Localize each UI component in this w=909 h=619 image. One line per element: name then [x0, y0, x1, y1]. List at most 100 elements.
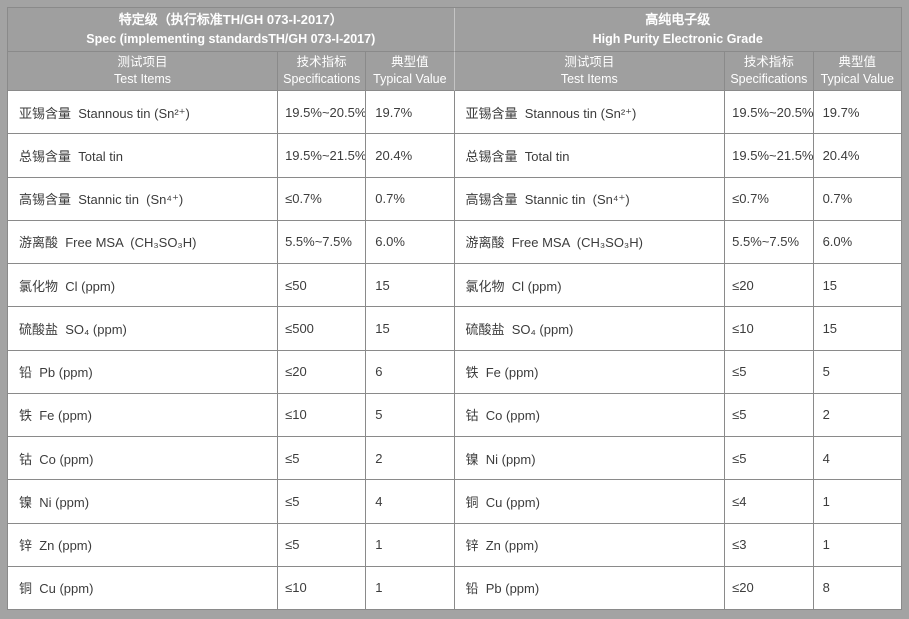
- column-header-test-items: 测试项目 Test Items: [455, 52, 725, 90]
- typical-value-cell: 6: [365, 350, 453, 393]
- column-header-specifications-en: Specifications: [283, 72, 361, 86]
- test-item-cell: 镍 Ni (ppm): [465, 451, 536, 467]
- specification-cell: 5.5%~7.5%: [724, 220, 812, 263]
- specification-cell: ≤10: [277, 393, 365, 436]
- test-item-cell: 高锡含量 Stannic tin (Sn⁴⁺): [465, 192, 630, 208]
- table-row: 钴 Co (ppm) ≤5 2: [8, 436, 454, 480]
- test-item-cell: 铅 Pb (ppm): [19, 365, 93, 381]
- specification-cell: ≤20: [724, 566, 812, 609]
- specification-cell: ≤5: [724, 350, 812, 393]
- column-header-test-items-en: Test Items: [114, 72, 172, 86]
- typical-value-cell: 1: [365, 566, 453, 609]
- column-header-test-items-zh: 测试项目: [117, 54, 168, 69]
- specification-cell: ≤5: [724, 437, 812, 480]
- column-header-test-items-en: Test Items: [560, 72, 618, 86]
- table-row: 总锡含量 Total tin 19.5%~21.5% 20.4%: [454, 133, 901, 177]
- high-purity-grade-title-zh: 高纯电子级: [645, 12, 711, 28]
- specification-cell: ≤20: [724, 264, 812, 307]
- typical-value-cell: 8: [812, 566, 901, 609]
- typical-value-cell: 5: [812, 350, 901, 393]
- test-item-cell: 亚锡含量 Stannous tin (Sn²⁺): [465, 105, 637, 121]
- specification-cell: ≤0.7%: [277, 177, 365, 220]
- test-item-cell: 亚锡含量 Stannous tin (Sn²⁺): [19, 105, 190, 121]
- table-row: 硫酸盐 SO₄ (ppm) ≤500 15: [8, 306, 454, 350]
- spec-tables-container: 特定级（执行标准TH/GH 073-I-2017） Spec (implemen…: [7, 7, 902, 610]
- specification-cell: ≤10: [277, 566, 365, 609]
- typical-value-cell: 20.4%: [812, 134, 901, 177]
- test-item-cell: 硫酸盐 SO₄ (ppm): [465, 321, 574, 337]
- typical-value-cell: 15: [365, 264, 453, 307]
- column-header-test-items-zh: 测试项目: [564, 54, 615, 69]
- specification-cell: ≤50: [277, 264, 365, 307]
- spec-column-header-row: 测试项目 Test Items 技术指标 Specifications 典型值 …: [8, 51, 455, 91]
- column-header-typical-value: 典型值 Typical Value: [812, 52, 901, 90]
- column-header-specifications: 技术指标 Specifications: [277, 52, 365, 90]
- test-item-cell: 氯化物 Cl (ppm): [19, 278, 116, 294]
- test-item-cell: 铁 Fe (ppm): [465, 365, 539, 381]
- test-item-cell: 铁 Fe (ppm): [19, 408, 92, 424]
- table-row: 游离酸 Free MSA (CH₃SO₃H) 5.5%~7.5% 6.0%: [454, 219, 901, 263]
- table-row: 铅 Pb (ppm) ≤20 8: [454, 565, 901, 609]
- column-header-specifications-en: Specifications: [730, 72, 808, 86]
- table-row: 硫酸盐 SO₄ (ppm) ≤10 15: [454, 306, 901, 350]
- table-row: 钴 Co (ppm) ≤5 2: [454, 392, 901, 436]
- table-row: 铁 Fe (ppm) ≤10 5: [8, 392, 454, 436]
- typical-value-cell: 0.7%: [812, 177, 901, 220]
- spec-grade-table-body: 亚锡含量 Stannous tin (Sn²⁺) 19.5%~20.5% 19.…: [8, 91, 455, 609]
- high-purity-grade-table-body: 亚锡含量 Stannous tin (Sn²⁺) 19.5%~20.5% 19.…: [454, 91, 902, 609]
- typical-value-cell: 5: [365, 393, 453, 436]
- table-row: 游离酸 Free MSA (CH₃SO₃H) 5.5%~7.5% 6.0%: [8, 219, 454, 263]
- typical-value-cell: 4: [365, 480, 453, 523]
- typical-value-cell: 15: [365, 307, 453, 350]
- typical-value-cell: 19.7%: [365, 91, 453, 134]
- specification-cell: ≤0.7%: [724, 177, 812, 220]
- test-item-cell: 铜 Cu (ppm): [465, 494, 540, 510]
- typical-value-cell: 1: [812, 480, 901, 523]
- test-item-cell: 硫酸盐 SO₄ (ppm): [19, 321, 127, 337]
- table-row: 高锡含量 Stannic tin (Sn⁴⁺) ≤0.7% 0.7%: [8, 176, 454, 220]
- typical-value-cell: 20.4%: [365, 134, 453, 177]
- specification-cell: ≤20: [277, 350, 365, 393]
- table-row: 铁 Fe (ppm) ≤5 5: [454, 349, 901, 393]
- test-item-cell: 游离酸 Free MSA (CH₃SO₃H): [465, 235, 643, 251]
- test-item-cell: 总锡含量 Total tin: [19, 148, 124, 164]
- typical-value-cell: 1: [365, 523, 453, 566]
- column-header-specifications-zh: 技术指标: [743, 54, 794, 69]
- specification-cell: ≤5: [724, 393, 812, 436]
- spec-grade-header: 特定级（执行标准TH/GH 073-I-2017） Spec (implemen…: [8, 8, 455, 51]
- table-row: 高锡含量 Stannic tin (Sn⁴⁺) ≤0.7% 0.7%: [454, 176, 901, 220]
- table-row: 亚锡含量 Stannous tin (Sn²⁺) 19.5%~20.5% 19.…: [8, 91, 454, 134]
- specification-cell: 19.5%~20.5%: [277, 91, 365, 134]
- specification-cell: 19.5%~20.5%: [724, 91, 813, 134]
- test-item-cell: 锌 Zn (ppm): [19, 538, 92, 554]
- typical-value-cell: 15: [812, 307, 901, 350]
- column-header-typical-value-zh: 典型值: [391, 54, 429, 69]
- table-row: 锌 Zn (ppm) ≤3 1: [454, 522, 901, 566]
- specification-cell: 5.5%~7.5%: [277, 220, 365, 263]
- test-item-cell: 钴 Co (ppm): [19, 451, 94, 467]
- table-row: 镍 Ni (ppm) ≤5 4: [454, 436, 901, 480]
- table-row: 总锡含量 Total tin 19.5%~21.5% 20.4%: [8, 133, 454, 177]
- high-purity-grade-table: 高纯电子级 High Purity Electronic Grade 测试项目 …: [454, 8, 902, 609]
- table-row: 锌 Zn (ppm) ≤5 1: [8, 522, 454, 566]
- spec-grade-title-en: Spec (implementing standardsTH/GH 073-I-…: [86, 31, 376, 46]
- high-purity-grade-title-en: High Purity Electronic Grade: [592, 31, 763, 46]
- column-header-typical-value-en: Typical Value: [373, 72, 447, 86]
- specification-cell: ≤5: [277, 480, 365, 523]
- test-item-cell: 铜 Cu (ppm): [19, 581, 94, 597]
- table-row: 铜 Cu (ppm) ≤4 1: [454, 479, 901, 523]
- high-purity-grade-header: 高纯电子级 High Purity Electronic Grade: [454, 8, 901, 51]
- specification-cell: 19.5%~21.5%: [277, 134, 365, 177]
- specification-cell: ≤10: [724, 307, 812, 350]
- test-item-cell: 总锡含量 Total tin: [465, 148, 570, 164]
- column-header-typical-value: 典型值 Typical Value: [365, 52, 453, 90]
- test-item-cell: 氯化物 Cl (ppm): [465, 278, 562, 294]
- table-row: 亚锡含量 Stannous tin (Sn²⁺) 19.5%~20.5% 19.…: [455, 91, 902, 134]
- specification-cell: ≤5: [277, 523, 365, 566]
- test-item-cell: 游离酸 Free MSA (CH₃SO₃H): [19, 235, 197, 251]
- typical-value-cell: 6.0%: [812, 220, 901, 263]
- table-row: 氯化物 Cl (ppm) ≤20 15: [454, 263, 901, 307]
- specification-cell: ≤5: [277, 437, 365, 480]
- typical-value-cell: 0.7%: [365, 177, 453, 220]
